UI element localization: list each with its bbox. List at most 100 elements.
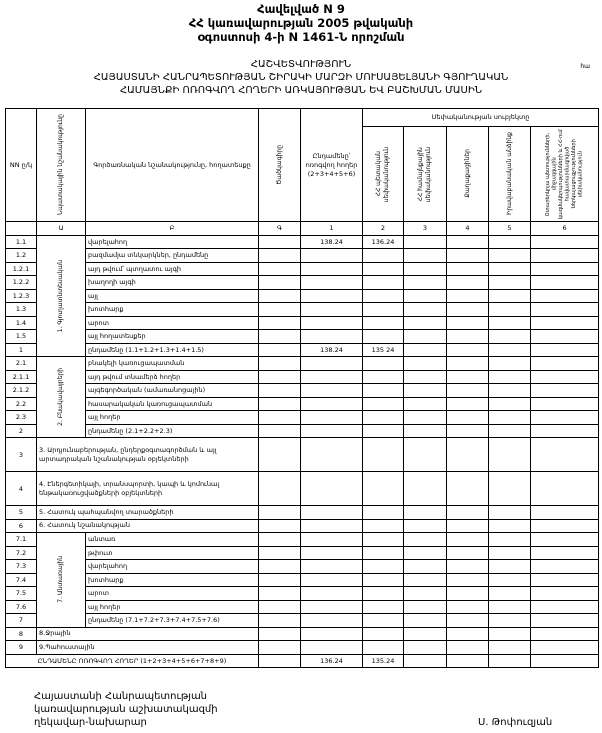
value-cell-c5	[488, 613, 531, 628]
row-number: 1.2.1	[5, 261, 37, 276]
value-cell-total: 138.24	[300, 234, 363, 249]
value-cell-c2	[362, 302, 404, 317]
value-cell-c4	[446, 302, 489, 317]
value-cell-c4	[446, 532, 489, 547]
row-label: ընդամենը (2.1+2.2+2.3)	[85, 423, 259, 438]
value-cell-c4	[446, 396, 489, 411]
value-cell-c5	[488, 471, 531, 506]
row-label: այլ հողեր	[85, 599, 259, 614]
value-cell-c2	[362, 437, 404, 472]
value-cell-c2	[362, 315, 404, 330]
col-header-legal-entities: Իրավաբանական անձինք	[488, 125, 531, 223]
value-cell-c5	[488, 342, 531, 357]
value-cell-total	[300, 329, 363, 344]
value-cell-total	[300, 545, 363, 560]
value-cell-total	[300, 559, 363, 574]
value-cell-total	[300, 586, 363, 601]
table-row: 3 3. Արդյունաբերության, ընդերքօգտագործման…	[5, 437, 600, 472]
value-cell-c2	[362, 599, 404, 614]
grand-total-c3	[403, 653, 447, 668]
value-cell-c3	[403, 275, 447, 290]
value-cell-c2	[362, 471, 404, 506]
table-row: 2.1 2. Բնակավայրերի բնակելի կառուցապատման	[5, 356, 600, 438]
group-label: 2. Բնակավայրերի	[36, 356, 86, 438]
row-number: 7.6	[5, 599, 37, 614]
value-cell-c6	[529, 302, 600, 317]
value-cell-c6	[529, 471, 600, 506]
table-row: 1.2 բազմամյա տնկարկներ, ընդամենը	[5, 248, 600, 263]
column-number: 5	[488, 221, 531, 236]
value-cell-c5	[488, 275, 531, 290]
value-cell-c5	[488, 423, 531, 438]
value-cell-c3	[403, 234, 447, 249]
value-cell-c6	[529, 423, 600, 438]
row-number: 5	[5, 505, 37, 520]
column-number: Բ	[85, 221, 259, 236]
value-cell-c6	[529, 559, 600, 574]
value-cell-c6	[529, 261, 600, 276]
column-number	[5, 221, 37, 236]
value-cell-c5	[488, 532, 531, 547]
value-cell-c4	[446, 410, 489, 425]
row-number: 1.1	[5, 234, 37, 249]
value-cell-c3	[403, 471, 447, 506]
code-cell	[258, 302, 301, 317]
table-row: 2.1.2 այգեգործական (ամառանոցային)	[5, 383, 600, 398]
row-label: հասարակական կառուցապատման	[85, 396, 259, 411]
table-row: 2.1.1 այդ թվում տնամերձ հողեր	[5, 369, 600, 384]
value-cell-c3	[403, 315, 447, 330]
table-row: 1.5 այլ հողատեսքեր	[5, 329, 600, 344]
value-cell-c6	[529, 248, 600, 263]
code-cell	[258, 505, 301, 520]
column-number: 1	[300, 221, 363, 236]
group-label: 7. Անտառային	[36, 532, 86, 628]
value-cell-c5	[488, 518, 531, 533]
row-label: բնակելի կառուցապատման	[85, 356, 259, 371]
value-cell-c3	[403, 410, 447, 425]
code-cell	[258, 518, 301, 533]
value-cell-c4	[446, 505, 489, 520]
value-cell-c3	[403, 288, 447, 303]
decree-line: ՀՀ կառավարության 2005 թվականի	[188, 16, 414, 30]
value-cell-c6	[529, 586, 600, 601]
value-cell-c3	[403, 626, 447, 641]
value-cell-c2	[362, 261, 404, 276]
code-cell	[258, 640, 301, 655]
row-number: 7.5	[5, 586, 37, 601]
table-row: 7 ընդամենը (7.1+7.2+7.3+7.4+7.5+7.6)	[5, 613, 600, 628]
code-cell	[258, 423, 301, 438]
grand-total-c4	[446, 653, 489, 668]
value-cell-c3	[403, 572, 447, 587]
row-number: 2.1	[5, 356, 37, 371]
table-row: 7.1 7. Անտառային անտառ	[5, 532, 600, 628]
value-cell-c3	[403, 369, 447, 384]
row-number: 4	[5, 471, 37, 506]
report-title: ՀԱՇՎԵՏՎՈՒԹՅՈՒՆ	[250, 59, 352, 70]
col-header-function: Գործառնական նշանակությունը, հողատեսքը	[85, 108, 259, 222]
code-cell	[258, 653, 301, 668]
grand-total-c6	[529, 653, 600, 668]
value-cell-c4	[446, 640, 489, 655]
col-header-foreign: Օտարերկրյա պետությունների, միջազգային կա…	[529, 125, 600, 223]
code-cell	[258, 248, 301, 263]
value-cell-c2: 135 24	[362, 342, 404, 357]
row-label: 3. Արդյունաբերության, ընդերքօգտագործման …	[36, 437, 259, 472]
value-cell-c5	[488, 356, 531, 371]
code-cell	[258, 599, 301, 614]
grand-total-total: 136.24	[300, 653, 363, 668]
value-cell-total	[300, 640, 363, 655]
group-label: 1. Գյուղատնտեսական	[36, 234, 86, 357]
value-cell-c4	[446, 471, 489, 506]
row-label: այդ թվում տնամերձ հողեր	[85, 369, 259, 384]
value-cell-c2	[362, 586, 404, 601]
value-cell-total	[300, 248, 363, 263]
value-cell-c2	[362, 545, 404, 560]
value-cell-c4	[446, 342, 489, 357]
value-cell-c3	[403, 532, 447, 547]
column-number: Ա	[36, 221, 86, 236]
value-cell-c4	[446, 288, 489, 303]
value-cell-c2	[362, 369, 404, 384]
value-cell-total	[300, 423, 363, 438]
value-cell-c3	[403, 423, 447, 438]
value-cell-c6	[529, 626, 600, 641]
